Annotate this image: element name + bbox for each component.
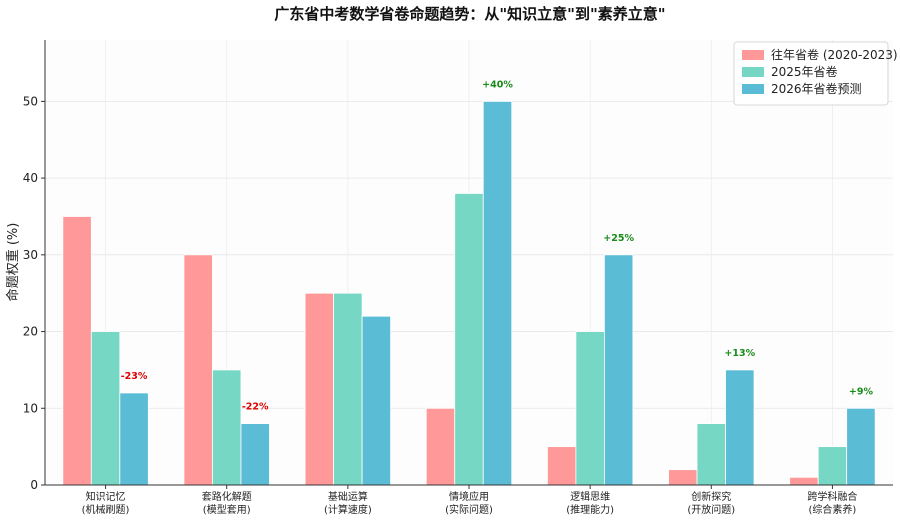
- y-tick-label: 20: [23, 325, 38, 339]
- x-tick-label-sub: (推理能力): [566, 503, 614, 516]
- legend-swatch: [742, 67, 764, 77]
- legend-label: 2026年省卷预测: [771, 81, 862, 96]
- y-tick-label: 50: [23, 94, 38, 108]
- change-annotation: +40%: [482, 79, 513, 90]
- bar: [240, 423, 270, 486]
- bar: [361, 315, 392, 486]
- bar: [575, 331, 605, 486]
- change-annotation: -22%: [242, 402, 269, 413]
- x-tick-label-sub: (实际问题): [445, 503, 493, 516]
- x-tick-label: 跨学科融合: [807, 490, 857, 503]
- bar: [789, 476, 819, 486]
- change-annotation: +13%: [724, 348, 755, 359]
- bar: [454, 193, 484, 486]
- plot-area: -23% -22% +40% +25% +13% +9% 0 10 20 30 40 50 知识记忆(机…: [23, 40, 898, 516]
- bar: [119, 392, 149, 486]
- bar: [846, 407, 876, 486]
- bar: [696, 423, 726, 486]
- bar: [668, 469, 698, 486]
- x-tick-label-sub: (综合素养): [809, 503, 857, 516]
- x-tick-label: 套路化解题: [202, 490, 252, 503]
- y-tick-label: 30: [23, 248, 38, 262]
- x-tick-label: 创新探究: [691, 490, 731, 503]
- bar: [817, 446, 848, 486]
- bar: [183, 254, 213, 486]
- bar: [603, 254, 634, 486]
- y-tick-label: 10: [23, 401, 38, 415]
- legend-box: [733, 41, 889, 106]
- bar: [482, 100, 513, 486]
- bar: [333, 292, 363, 486]
- bar: [546, 446, 577, 486]
- y-axis-label: 命题权重 (%): [5, 223, 21, 302]
- x-tick-label: 逻辑思维: [570, 490, 610, 503]
- legend-label: 2025年省卷: [771, 64, 838, 79]
- x-tick-label: 情境应用: [449, 490, 489, 503]
- bar: [62, 216, 92, 486]
- x-tick-label: 基础运算: [328, 490, 368, 503]
- y-tick-label: 40: [23, 171, 38, 185]
- legend-swatch: [742, 50, 764, 60]
- bar: [90, 331, 121, 486]
- bar: [304, 292, 335, 486]
- chart-title: 广东省中考数学省卷命题趋势：从"知识立意"到"素养立意": [274, 5, 665, 23]
- legend-label: 往年省卷 (2020-2023): [771, 47, 898, 62]
- bar: [725, 369, 755, 486]
- change-annotation: +25%: [603, 233, 634, 244]
- x-tick-label-sub: (机械刷题): [82, 503, 130, 516]
- change-annotation: +9%: [849, 386, 874, 397]
- x-tick-label-sub: (计算速度): [324, 503, 372, 516]
- x-tick-label-sub: (模型套用): [203, 503, 251, 516]
- legend-swatch: [742, 84, 764, 94]
- y-tick-label: 0: [30, 478, 38, 492]
- bar: [425, 407, 456, 486]
- bar: [212, 369, 242, 486]
- x-tick-label: 知识记忆: [86, 490, 126, 503]
- change-annotation: -23%: [121, 371, 148, 382]
- x-tick-label-sub: (开放问题): [687, 503, 735, 516]
